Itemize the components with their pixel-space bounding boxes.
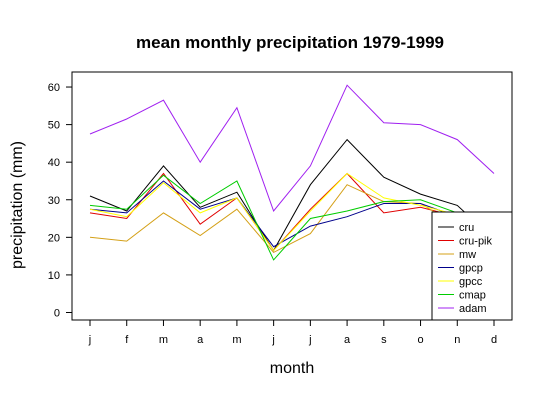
series-line-cru [89,138,495,252]
plot-frame [71,71,513,321]
legend-label-cru: cru [459,222,474,234]
x-tick-label: j [308,334,311,346]
legend-label-cmap: cmap [459,290,486,302]
x-tick-label: o [417,334,423,346]
legend-label-mw: mw [459,249,476,261]
y-tick-label: 30 [48,195,60,207]
y-tick-label: 40 [48,157,60,169]
chart-title: mean monthly precipitation 1979-1999 [136,33,444,52]
y-tick-label: 10 [48,270,60,282]
legend-label-adam: adam [459,303,487,315]
legend-box [431,211,513,321]
x-tick-label: a [197,334,204,346]
y-tick-label: 60 [48,82,60,94]
x-tick-label: j [271,334,274,346]
x-axis-label: month [270,360,314,377]
y-tick-label: 50 [48,120,60,132]
series-lines [89,84,495,261]
legend-label-gpcc: gpcc [459,276,483,288]
x-tick-label: n [454,334,460,346]
series-line-gpcc [89,172,495,252]
legend-label-gpcp: gpcp [459,263,483,275]
y-tick-label: 0 [54,307,60,319]
x-tick-label: j [88,334,91,346]
x-tick-label: a [344,334,351,346]
y-tick-label: 20 [48,232,60,244]
x-tick-label: m [232,334,241,346]
x-tick-label: f [125,334,129,346]
series-line-cmap [89,174,495,261]
legend-label-cru-pik: cru-pik [459,236,493,248]
y-axis: 0 10 20 30 40 50 60 [48,82,72,319]
y-axis-label: precipitation (mm) [9,141,26,269]
x-tick-label: d [491,334,497,346]
series-line-adam [89,84,495,213]
x-tick-label: s [381,334,387,346]
series-line-gpcp [89,180,495,248]
x-tick-label: m [159,334,168,346]
